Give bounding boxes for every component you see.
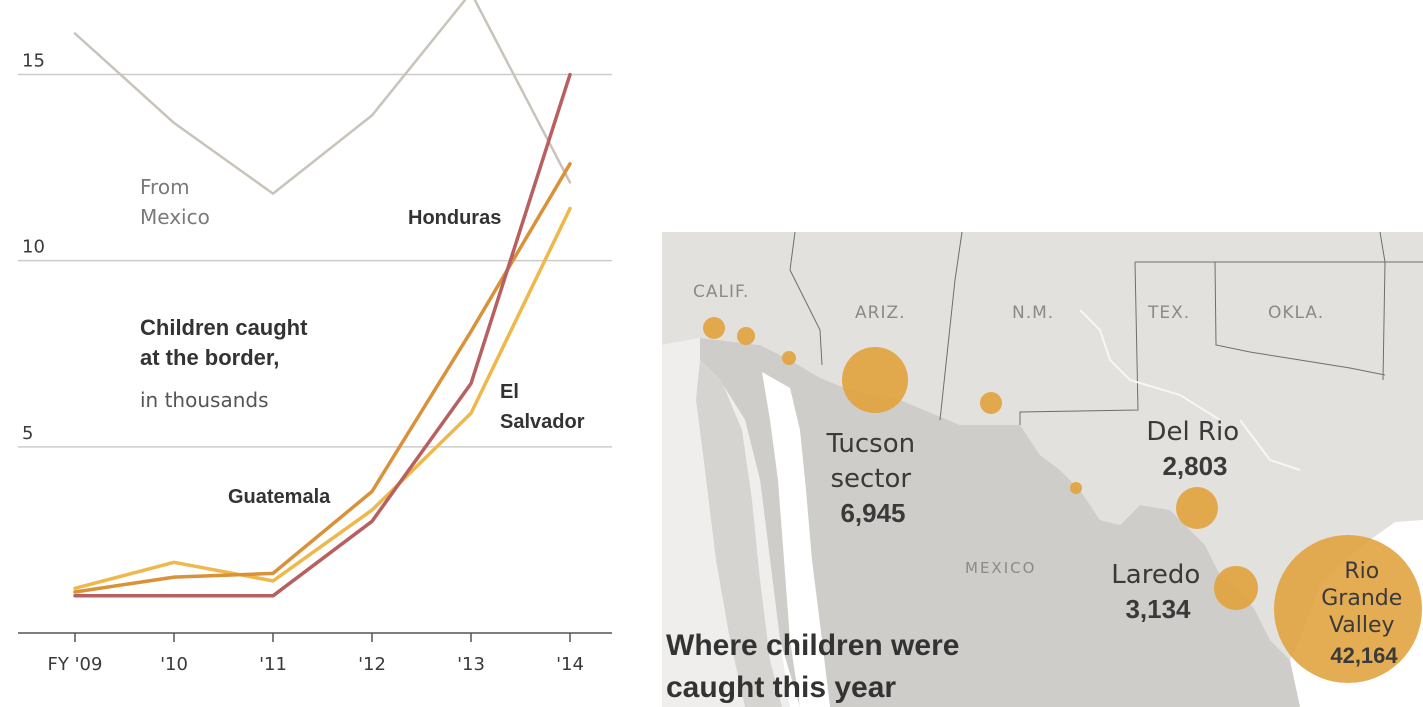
x-tick-label: '12 [358, 654, 386, 675]
series-label-el-salvador: El Salvador [500, 381, 585, 433]
series-line-honduras [73, 72, 572, 598]
label-calif: CALIF. [693, 282, 749, 302]
bubble-tucson [842, 347, 908, 413]
label-okla: OKLA. [1268, 303, 1324, 323]
series-lines [73, 0, 572, 598]
sector-label-rio-grande-valley: Rio Grande Valley 42,164 [1321, 559, 1406, 668]
x-axis-ticks: FY '09 '10 '11 '12 '13 '14 [48, 633, 584, 675]
chart-title: Children caught at the border, [140, 315, 314, 370]
chart-subtitle: in thousands [140, 388, 269, 412]
gulf-of-california [762, 372, 830, 707]
sector-label-laredo: Laredo 3,134 [1111, 560, 1204, 624]
mexico-land [700, 338, 1300, 707]
sector-label-tucson: Tucson sector 6,945 [825, 429, 919, 528]
label-ariz: ARIZ. [855, 303, 906, 323]
series-line-guatemala [73, 162, 572, 594]
bubble-yuma [782, 351, 796, 365]
series-label-mexico: From Mexico [140, 175, 210, 229]
rivers [1079, 309, 1301, 471]
x-tick-label: '11 [259, 654, 287, 675]
x-tick-label: '13 [457, 654, 485, 675]
y-tick-label: 15 [22, 50, 45, 71]
series-line-el-salvador [73, 206, 572, 591]
state-borders [789, 231, 1423, 425]
bubble-san-diego [703, 317, 725, 339]
x-tick-label: '14 [556, 654, 584, 675]
bubble-el-paso [980, 392, 1002, 414]
series-line-from-mexico [73, 0, 572, 195]
bubble-rio-grande-valley [1274, 535, 1422, 683]
map-title: Where children were caught this year [666, 629, 968, 704]
bubble-laredo [1214, 566, 1258, 610]
series-label-guatemala: Guatemala [228, 486, 331, 508]
y-tick-label: 10 [22, 237, 45, 258]
sector-label-del-rio: Del Rio 2,803 [1146, 417, 1243, 481]
sector-bubbles [703, 317, 1422, 683]
x-tick-label: FY '09 [48, 654, 103, 675]
label-tex: TEX. [1147, 303, 1190, 323]
label-nm: N.M. [1012, 303, 1054, 323]
y-tick-label: 5 [22, 423, 33, 444]
y-axis-ticks: 5 10 15 [22, 50, 45, 443]
us-land [662, 232, 1423, 660]
bubble-del-rio [1176, 487, 1218, 529]
baja-peninsula [696, 360, 782, 707]
x-tick-label: '10 [160, 654, 188, 675]
series-label-honduras: Honduras [408, 207, 501, 229]
bubble-el-centro [737, 327, 755, 345]
label-mexico: MEXICO [965, 559, 1036, 577]
children-caught-chart: 5 10 15 FY '09 '10 '11 '12 '13 '14 Children cau… [18, 0, 612, 675]
bubble-big-bend [1070, 482, 1082, 494]
